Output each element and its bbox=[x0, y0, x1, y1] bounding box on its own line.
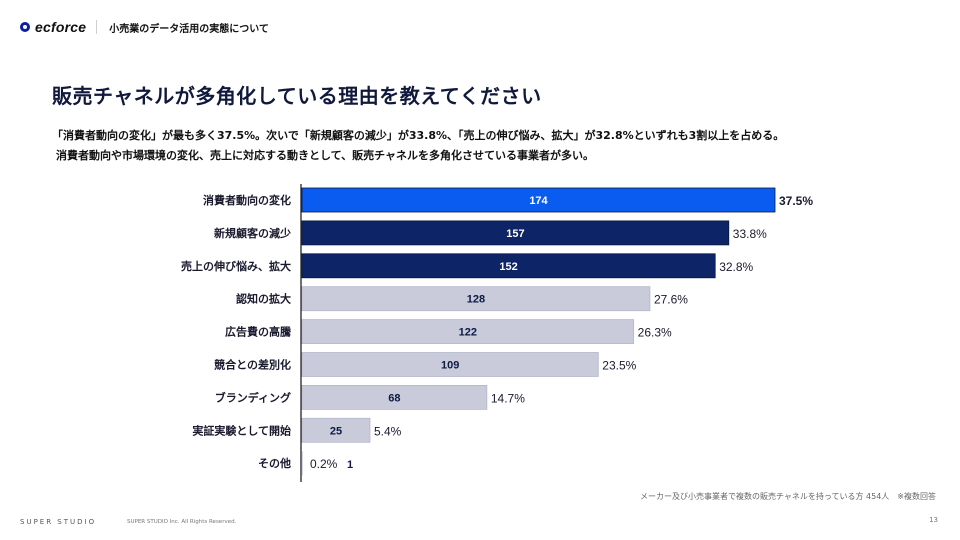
value-label: 122 bbox=[459, 327, 477, 339]
value-label: 25 bbox=[330, 425, 342, 437]
value-label: 68 bbox=[388, 392, 400, 404]
category-label: 売上の伸び悩み、拡大 bbox=[181, 259, 291, 273]
bar bbox=[301, 187, 776, 213]
footnote: メーカー及び小売事業者で複数の販売チャネルを持っている方 454人 ※複数回答 bbox=[639, 492, 936, 501]
summary-line-2: 消費者動向や市場環境の変化、売上に対応する動きとして、販売チャネルを多角化させて… bbox=[56, 149, 595, 162]
percentage-label: 37.5% bbox=[779, 194, 813, 208]
bar bbox=[301, 286, 651, 312]
bar bbox=[301, 384, 488, 410]
value-label: 174 bbox=[529, 195, 548, 207]
category-label: 新規顧客の減少 bbox=[214, 226, 291, 240]
header-divider bbox=[96, 20, 98, 34]
summary: 「消費者動向の変化」が最も多く37.5%。次いで「新規顧客の減少」が33.8%、… bbox=[52, 126, 784, 166]
logo-text: ecforce bbox=[35, 19, 87, 35]
category-label: 認知の拡大 bbox=[236, 292, 291, 306]
bar bbox=[301, 352, 599, 377]
bar bbox=[301, 253, 716, 279]
percentage-label: 27.6% bbox=[654, 293, 688, 307]
percentage-label: 26.3% bbox=[638, 326, 672, 340]
percentage-label: 33.8% bbox=[733, 227, 767, 241]
category-label: 消費者動向の変化 bbox=[203, 193, 291, 207]
bar bbox=[301, 417, 371, 443]
percentage-label: 32.8% bbox=[719, 260, 753, 274]
page-number: 13 bbox=[929, 516, 938, 524]
category-label: 広告費の高騰 bbox=[225, 325, 291, 339]
percentage-label: 14.7% bbox=[491, 391, 525, 405]
header: ecforce 小売業のデータ活用の実態について bbox=[20, 16, 269, 38]
bar bbox=[302, 451, 303, 476]
value-label: 1 bbox=[347, 459, 353, 471]
percentage-label: 0.2% bbox=[310, 457, 338, 471]
bar bbox=[301, 319, 635, 345]
ecforce-logo-icon bbox=[20, 22, 30, 32]
category-label: 競合との差別化 bbox=[214, 358, 291, 372]
category-label: ブランディング bbox=[215, 390, 291, 404]
summary-line-1: 「消費者動向の変化」が最も多く37.5%。次いで「新規顧客の減少」が33.8%、… bbox=[52, 129, 785, 142]
percentage-label: 5.4% bbox=[374, 424, 402, 438]
percentage-label: 23.5% bbox=[602, 359, 636, 373]
bar bbox=[301, 220, 730, 246]
value-label: 157 bbox=[506, 228, 524, 240]
value-label: 128 bbox=[467, 294, 485, 306]
category-label: その他 bbox=[258, 456, 291, 470]
category-label: 実証実験として開始 bbox=[192, 423, 291, 437]
page-title: 販売チャネルが多角化している理由を教えてください bbox=[52, 84, 542, 108]
brand-logo: SUPER STUDIO bbox=[20, 518, 97, 526]
section-title: 小売業のデータ活用の実態について bbox=[109, 23, 269, 35]
copyright: SUPER STUDIO Inc. All Rights Reserved. bbox=[127, 519, 237, 525]
value-label: 109 bbox=[441, 360, 459, 372]
value-label: 152 bbox=[499, 261, 517, 273]
